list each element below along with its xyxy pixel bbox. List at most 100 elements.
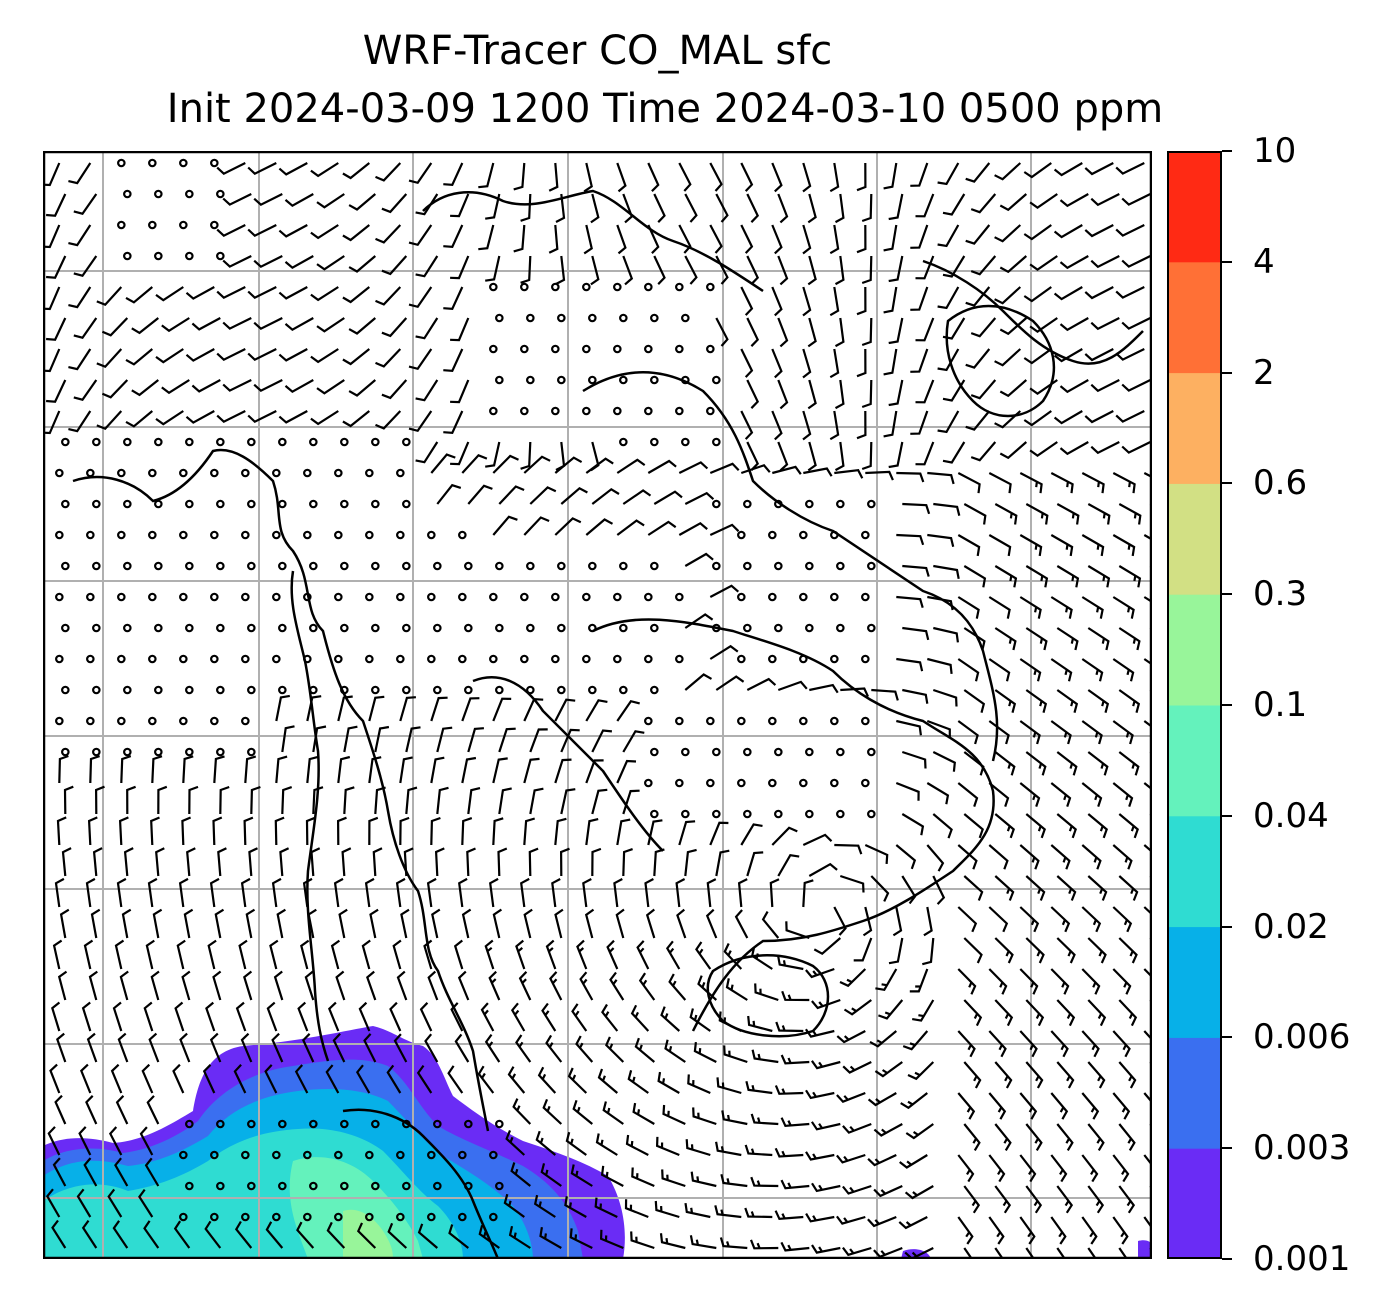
wind-barb <box>687 1074 711 1095</box>
wind-barb <box>316 379 345 395</box>
wind-barb <box>1081 1154 1099 1183</box>
wind-barb <box>126 785 136 815</box>
wind-barb <box>498 727 516 753</box>
calm-wind-marker <box>489 406 498 416</box>
wind-barb <box>181 970 191 1001</box>
calm-wind-marker <box>365 592 374 602</box>
wind-barb <box>306 755 319 784</box>
wind-barb <box>1081 1030 1100 1058</box>
wind-barb <box>864 843 889 864</box>
wind-barb <box>443 286 464 310</box>
wind-barb <box>746 193 760 223</box>
calm-wind-marker <box>526 375 535 385</box>
wind-barb <box>937 224 960 248</box>
wind-barb <box>191 317 221 331</box>
calm-wind-marker <box>210 654 219 664</box>
wind-barb <box>559 847 570 877</box>
wind-barb <box>1087 565 1111 588</box>
calm-wind-marker <box>836 747 845 757</box>
wind-barb <box>840 687 870 698</box>
calm-wind-marker <box>247 623 256 633</box>
wind-barb <box>1118 813 1139 839</box>
wind-barb <box>529 486 557 505</box>
calm-wind-marker <box>588 685 597 695</box>
wind-barb <box>56 1032 67 1063</box>
calm-wind-marker <box>743 561 752 571</box>
wind-barb <box>1087 627 1110 651</box>
calm-wind-marker <box>613 282 622 292</box>
wind-barb <box>461 817 473 846</box>
colorbar-segment <box>1167 1148 1222 1259</box>
wind-barb <box>715 849 730 877</box>
calm-wind-marker <box>805 809 814 819</box>
wind-barb <box>540 1163 562 1187</box>
wind-barb <box>734 909 749 939</box>
wind-barb <box>405 726 421 753</box>
wind-barb <box>709 644 739 660</box>
calm-wind-marker <box>92 623 101 633</box>
wind-barb <box>146 1095 160 1125</box>
wind-barb <box>1084 286 1114 300</box>
calm-wind-marker <box>613 592 622 602</box>
calm-wind-marker <box>55 716 64 726</box>
wind-barb <box>1118 751 1140 776</box>
wind-barb <box>988 906 1009 933</box>
calm-wind-marker <box>247 1181 256 1191</box>
wind-barb <box>892 906 903 937</box>
wind-barb <box>740 224 754 254</box>
wind-barb <box>602 1101 624 1125</box>
calm-wind-marker <box>464 623 473 633</box>
chart-title-line1: WRF-Tracer CO_MAL sfc <box>362 28 833 74</box>
wind-barb <box>915 441 935 466</box>
wind-barb <box>655 1136 680 1157</box>
wind-barb <box>240 1032 253 1063</box>
wind-barb <box>1029 255 1058 271</box>
calm-wind-marker <box>464 685 473 695</box>
calm-wind-marker <box>433 685 442 695</box>
wind-barb <box>523 697 544 722</box>
calm-wind-marker <box>675 592 684 602</box>
wind-barb <box>415 317 439 340</box>
wind-barb <box>1050 596 1073 619</box>
wind-barb <box>636 940 650 970</box>
wind-barb <box>1056 1123 1074 1151</box>
wind-barb <box>932 813 953 839</box>
wind-barb <box>46 317 67 341</box>
wind-barb <box>1112 1154 1130 1183</box>
calm-wind-marker <box>520 344 529 354</box>
wind-barb <box>746 677 777 691</box>
calm-wind-marker <box>830 530 839 540</box>
wind-barb <box>247 410 277 424</box>
wind-barb <box>802 224 812 255</box>
wind-barb <box>856 286 867 316</box>
wind-barb <box>664 1039 686 1063</box>
calm-wind-marker <box>154 747 163 757</box>
wind-barb <box>554 908 564 939</box>
wind-barb <box>92 847 103 877</box>
wind-barb <box>957 472 981 494</box>
wind-barb <box>554 817 567 846</box>
wind-barb <box>374 725 390 753</box>
wind-barb <box>216 224 246 238</box>
wind-barb <box>375 224 402 244</box>
wind-barb <box>485 255 501 282</box>
wind-barb <box>842 1122 872 1134</box>
wind-barb <box>207 939 217 970</box>
wind-barb <box>1025 1247 1036 1259</box>
calm-wind-marker <box>526 561 535 571</box>
wind-barb <box>498 787 512 815</box>
wind-barb <box>808 862 838 877</box>
colorbar-tick-label: 2 <box>1253 352 1275 393</box>
wind-barb <box>1029 379 1058 395</box>
wind-barb <box>112 1001 123 1032</box>
wind-barb <box>301 1033 315 1063</box>
wind-barb <box>101 379 129 399</box>
wind-barb <box>141 1063 154 1094</box>
calm-wind-marker <box>613 344 622 354</box>
calm-wind-marker <box>278 685 287 695</box>
calm-wind-marker <box>61 561 70 571</box>
wind-barb <box>665 940 681 970</box>
wind-barb <box>615 908 625 939</box>
calm-wind-marker <box>737 530 746 540</box>
wind-barb <box>330 939 341 970</box>
